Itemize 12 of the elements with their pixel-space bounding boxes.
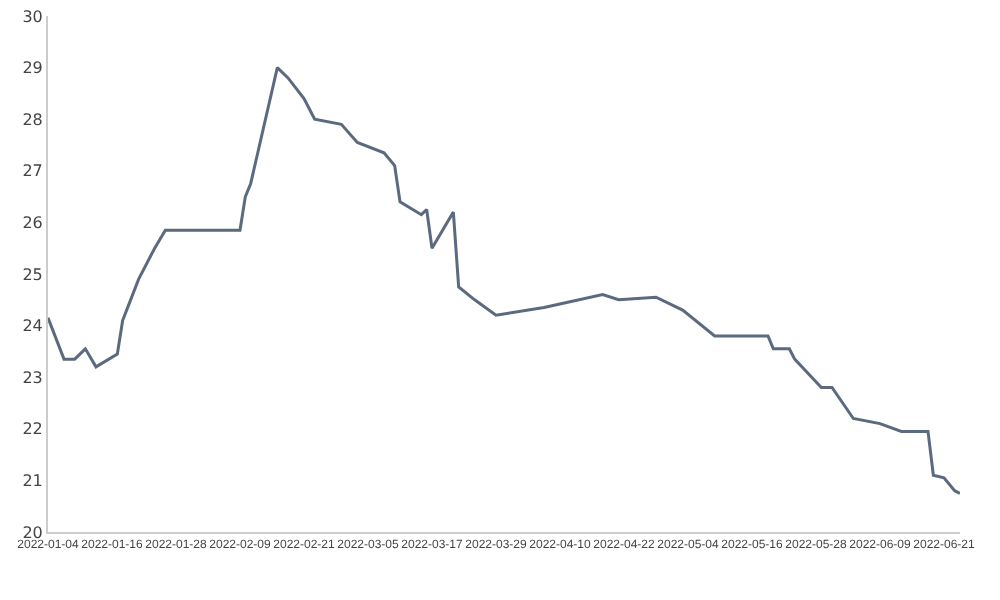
y-tick-label: 20 — [22, 523, 43, 542]
y-tick-label: 22 — [22, 420, 43, 439]
y-tick-label: 21 — [22, 472, 43, 490]
y-tick-label: 23 — [22, 368, 43, 387]
y-tick-label: 30 — [22, 7, 43, 26]
y-tick-label: 28 — [22, 110, 43, 129]
y-tick-label: 26 — [22, 214, 43, 232]
y-tick-label: 25 — [22, 265, 43, 284]
line-series — [48, 66, 960, 495]
y-tick-label: 29 — [22, 59, 43, 78]
y-tick-label: 27 — [22, 162, 43, 181]
y-tick-label: 24 — [22, 317, 43, 336]
